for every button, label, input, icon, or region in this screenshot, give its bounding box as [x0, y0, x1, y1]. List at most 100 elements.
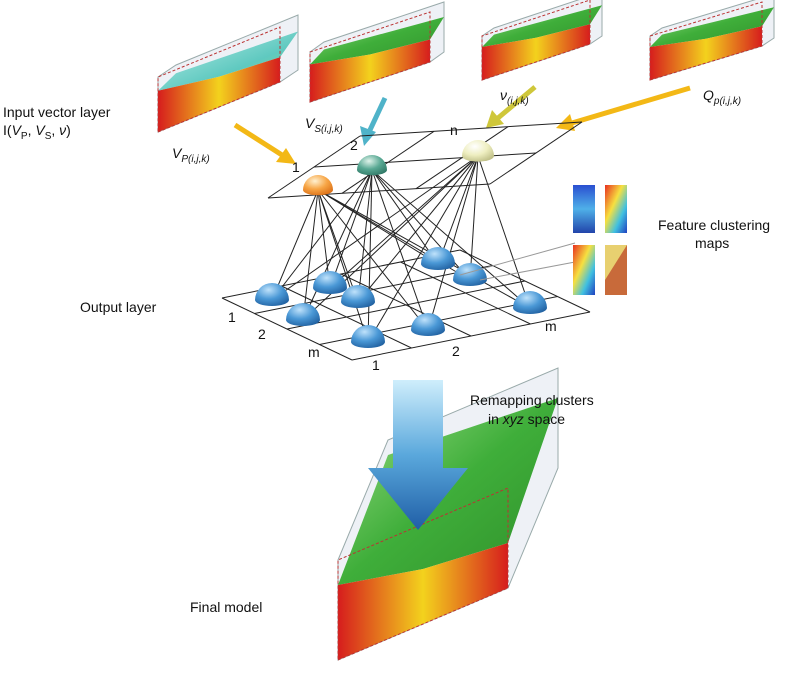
input-label: Qp(i,j,k) — [703, 87, 741, 107]
volume-side — [158, 57, 280, 132]
connection — [357, 169, 373, 303]
grid-line — [340, 273, 472, 337]
subscript: p(i,j,k) — [713, 96, 741, 107]
volume-surface — [158, 31, 298, 91]
subscript: S(i,j,k) — [314, 124, 342, 135]
connection — [317, 189, 429, 331]
connection — [437, 155, 479, 265]
node-label: n — [450, 122, 458, 138]
connection — [427, 155, 479, 331]
input-label: ν(i,j,k) — [500, 87, 529, 107]
arrowhead — [276, 148, 296, 164]
volume-surface — [650, 7, 774, 47]
volume-outline — [649, 1, 763, 81]
text-part: space — [524, 411, 565, 427]
node — [357, 155, 387, 176]
grid-line — [281, 285, 412, 349]
connection — [302, 189, 319, 321]
grid-line — [459, 249, 591, 313]
grid-label: 2 — [258, 326, 266, 342]
arrow — [233, 122, 284, 158]
text-part: in — [488, 411, 503, 427]
connection — [329, 155, 479, 289]
text-part: ν — [59, 122, 66, 138]
nodes — [255, 140, 547, 348]
connection — [317, 189, 369, 343]
remap-arrow — [368, 380, 468, 530]
node — [421, 247, 455, 270]
symbol: V — [305, 115, 316, 131]
volume-side — [338, 543, 508, 660]
grid-line — [400, 261, 531, 325]
arrow — [496, 85, 537, 120]
volume-outline — [309, 11, 431, 103]
text-part: xyz — [502, 411, 524, 427]
text-part: , — [28, 122, 36, 138]
grid-line — [359, 121, 583, 137]
map — [573, 185, 595, 233]
grid-line — [313, 152, 537, 168]
node — [411, 313, 445, 336]
arrowhead — [486, 110, 504, 128]
connections — [271, 155, 531, 343]
grids — [221, 121, 591, 361]
node — [462, 140, 494, 162]
volume-side — [310, 39, 430, 102]
volume-outline — [481, 0, 591, 81]
connection — [367, 169, 373, 343]
text-part: I( — [3, 122, 12, 138]
volume — [481, 0, 603, 81]
subscript: P(i,j,k) — [181, 154, 209, 165]
volume-side — [650, 26, 762, 80]
arrow — [571, 85, 691, 126]
arrow — [367, 96, 388, 132]
subscript: S — [45, 131, 52, 142]
connection — [302, 169, 373, 321]
volume-side — [482, 24, 590, 80]
grid-label: 2 — [452, 343, 460, 359]
text-part: V — [35, 122, 46, 138]
symbol: Q — [703, 87, 714, 103]
arrowhead — [360, 126, 376, 146]
volume — [309, 1, 445, 103]
node — [453, 263, 487, 286]
connection — [271, 189, 319, 301]
remapping-text: in xyz space — [488, 411, 565, 427]
input-label: VP(i,j,k) — [172, 145, 210, 165]
node — [313, 271, 347, 294]
connection — [371, 169, 439, 265]
connection — [357, 155, 479, 303]
connection — [271, 169, 373, 301]
volume-outline — [337, 487, 509, 661]
node-label: 2 — [350, 137, 358, 153]
arrowhead — [556, 114, 575, 131]
volume — [157, 14, 299, 133]
node — [351, 325, 385, 348]
symbol: ν — [500, 87, 507, 103]
map — [573, 245, 595, 295]
volumes — [157, 0, 775, 661]
node — [286, 303, 320, 326]
grid-label: m — [545, 318, 557, 334]
input-layer-title: Input vector layer — [3, 104, 111, 120]
grid-label: m — [308, 344, 320, 360]
text-part: V — [12, 122, 23, 138]
feature-maps-title: Feature clustering — [658, 217, 770, 233]
symbol: V — [172, 145, 183, 161]
volume-outline — [157, 26, 281, 133]
connection — [329, 169, 373, 289]
volume-surface — [482, 5, 602, 47]
connection — [469, 155, 479, 281]
input-formula: I(VP, VS, ν) — [3, 122, 71, 142]
grid-label: 1 — [228, 309, 236, 325]
map — [605, 185, 627, 233]
grid-line — [221, 297, 353, 361]
node — [303, 175, 333, 196]
volume-surface — [310, 17, 444, 65]
final-model-label: Final model — [190, 599, 262, 615]
remapping-text: Remapping clusters — [470, 392, 594, 408]
connection — [367, 155, 479, 343]
node — [255, 283, 289, 306]
connection — [371, 169, 531, 309]
